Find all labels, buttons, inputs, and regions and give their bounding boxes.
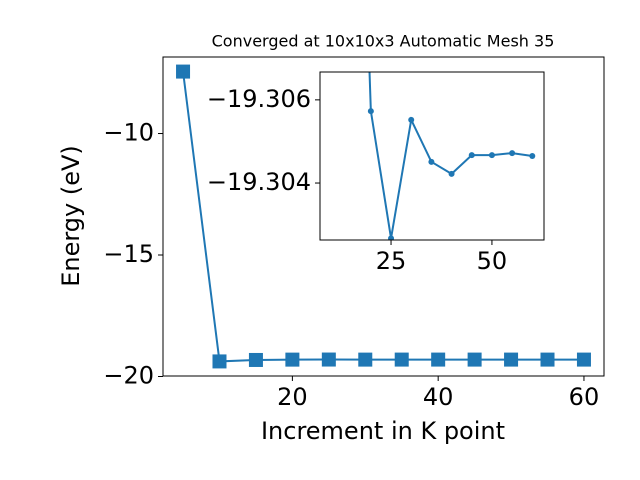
data-point bbox=[408, 116, 415, 123]
axes-frame bbox=[319, 71, 545, 241]
data-point bbox=[248, 352, 263, 367]
data-point bbox=[388, 235, 395, 240]
y-axis-label: Energy (eV) bbox=[57, 145, 85, 287]
data-point bbox=[468, 152, 475, 159]
data-point bbox=[431, 352, 446, 367]
data-point bbox=[540, 352, 555, 367]
plot-area bbox=[367, 72, 536, 240]
plot-area bbox=[176, 64, 591, 369]
data-point bbox=[576, 352, 591, 367]
y-tick-label: −15 bbox=[103, 240, 154, 268]
y-tick-label: −19.304 bbox=[207, 168, 311, 196]
y-tick-label: −10 bbox=[103, 119, 154, 147]
data-point bbox=[285, 352, 300, 367]
data-line bbox=[368, 72, 533, 239]
data-point bbox=[504, 352, 519, 367]
data-point bbox=[212, 354, 227, 369]
chart-title: Converged at 10x10x3 Automatic Mesh 35 bbox=[212, 32, 555, 51]
data-point bbox=[394, 352, 409, 367]
data-point bbox=[509, 150, 516, 157]
data-point bbox=[467, 352, 482, 367]
x-tick-label: 40 bbox=[423, 383, 454, 411]
inset-background bbox=[320, 72, 544, 240]
data-point bbox=[428, 158, 435, 165]
x-tick-label: 25 bbox=[376, 247, 407, 275]
x-tick-label: 60 bbox=[569, 383, 600, 411]
y-tick-label: −20 bbox=[103, 361, 154, 389]
x-axis-label: Increment in K point bbox=[261, 417, 505, 445]
data-point bbox=[321, 352, 336, 367]
data-point bbox=[358, 352, 373, 367]
y-tick-label: −19.306 bbox=[207, 85, 311, 113]
x-tick-label: 50 bbox=[477, 247, 508, 275]
data-point bbox=[488, 152, 495, 159]
data-point bbox=[367, 108, 374, 115]
data-point bbox=[176, 64, 191, 79]
x-tick-label: 20 bbox=[277, 383, 308, 411]
axes-frame bbox=[162, 56, 605, 377]
data-point bbox=[529, 153, 536, 159]
data-point bbox=[448, 170, 455, 177]
